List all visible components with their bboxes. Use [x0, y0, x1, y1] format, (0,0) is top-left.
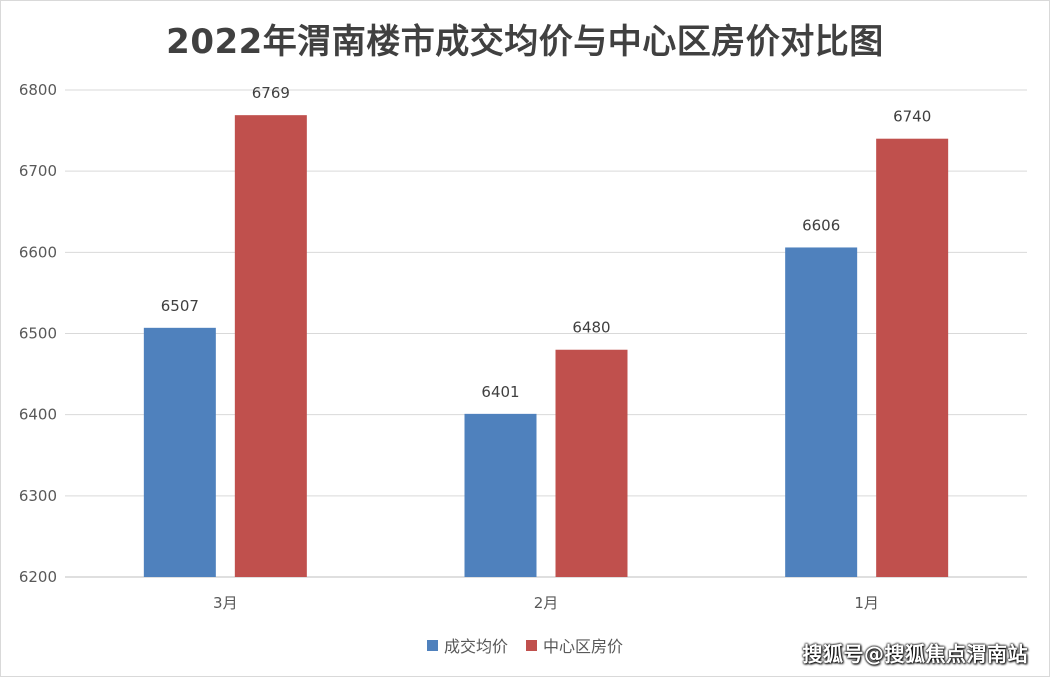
x-tick-label: 3月 — [213, 594, 238, 612]
y-tick-label: 6700 — [19, 162, 57, 180]
y-tick-label: 6400 — [19, 406, 57, 424]
data-label: 6401 — [481, 383, 519, 401]
x-tick-label: 1月 — [854, 594, 879, 612]
legend-label: 中心区房价 — [543, 637, 624, 656]
data-label: 6606 — [802, 216, 840, 234]
legend-swatch — [426, 639, 438, 651]
bar — [234, 115, 307, 577]
bar — [555, 349, 628, 577]
y-tick-label: 6500 — [19, 325, 57, 343]
y-tick-label: 6300 — [19, 487, 57, 505]
data-label: 6740 — [893, 108, 931, 126]
y-tick-label: 6200 — [19, 568, 57, 586]
watermark: 搜狐号@搜狐焦点渭南站 — [802, 642, 1028, 666]
bar — [785, 247, 858, 578]
data-label: 6769 — [252, 84, 290, 102]
legend-label: 成交均价 — [443, 637, 508, 656]
legend-swatch — [526, 639, 537, 651]
chart-title: 2022年渭南楼市成交均价与中心区房价对比图 — [166, 22, 884, 62]
bar — [464, 413, 537, 577]
legend-item: 成交均价 — [426, 633, 508, 657]
legend-item: 中心区房价 — [526, 633, 623, 657]
y-tick-label: 6800 — [19, 81, 57, 99]
data-label: 6507 — [161, 297, 199, 315]
legend: 成交均价 中心区房价 — [0, 633, 1050, 657]
bar — [876, 138, 949, 577]
x-tick-label: 2月 — [534, 594, 559, 612]
y-tick-label: 6600 — [19, 243, 57, 261]
data-label: 6480 — [572, 319, 610, 337]
bar — [143, 327, 216, 577]
